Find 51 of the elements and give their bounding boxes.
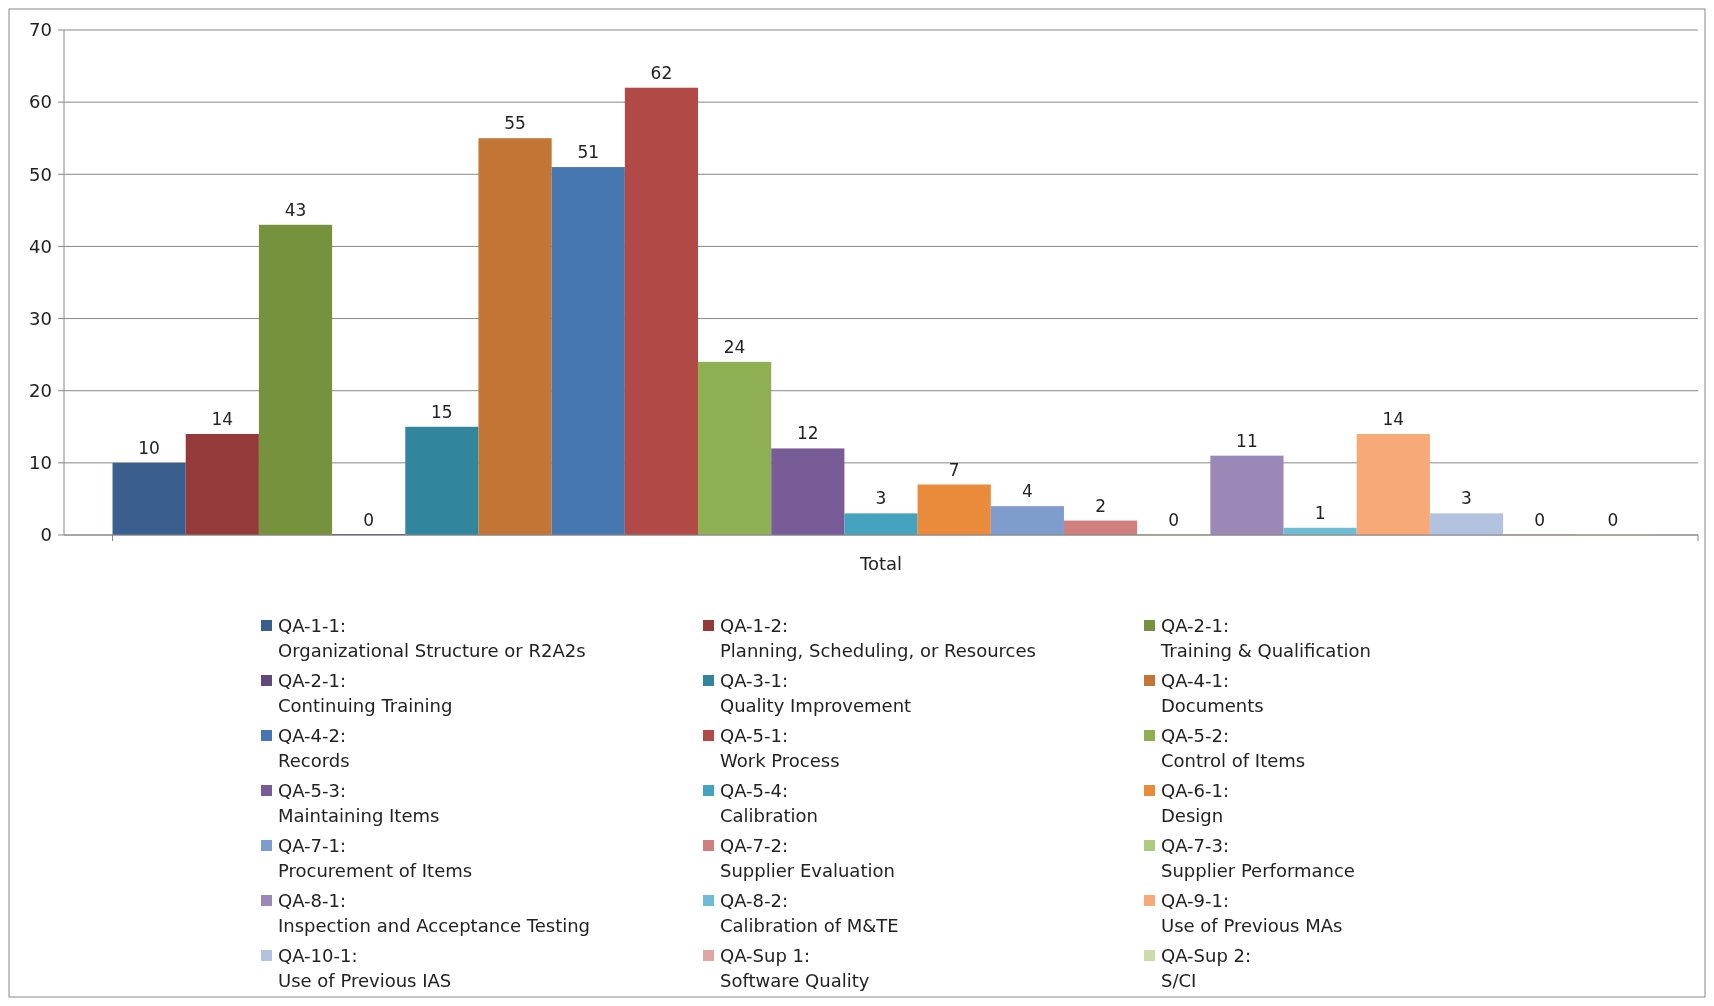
legend-label: QA-7-3: Supplier Performance bbox=[1161, 835, 1355, 881]
data-label: 14 bbox=[1382, 409, 1405, 429]
legend-label: QA-1-2: Planning, Scheduling, or Resources bbox=[720, 615, 1036, 661]
data-label: 62 bbox=[650, 62, 673, 83]
data-label: 0 bbox=[1607, 510, 1619, 530]
y-tick-label: 0 bbox=[40, 524, 52, 546]
legend-label: QA-9-1: Use of Previous MAs bbox=[1161, 890, 1343, 936]
data-label: 0 bbox=[1168, 510, 1180, 530]
legend-label: QA-2-1: Continuing Training bbox=[278, 670, 453, 716]
x-tick-label: Total bbox=[858, 553, 903, 574]
data-label: 1 bbox=[1314, 502, 1326, 523]
legend-label: QA-8-1: Inspection and Acceptance Testing bbox=[278, 890, 591, 936]
legend-label: QA-Sup 2: S/CI bbox=[1161, 945, 1252, 991]
legend-label: QA-8-2: Calibration of M&TE bbox=[720, 890, 899, 936]
y-tick-label: 50 bbox=[29, 163, 52, 185]
y-tick-label: 60 bbox=[29, 91, 52, 113]
data-label: 15 bbox=[431, 401, 453, 422]
data-label: 0 bbox=[363, 510, 375, 530]
legend-label: QA-5-2: Control of Items bbox=[1161, 725, 1306, 771]
data-label: 4 bbox=[1021, 481, 1033, 502]
legend-label: QA-1-1: Organizational Structure or R2A2s bbox=[278, 615, 586, 661]
data-label: 7 bbox=[948, 459, 960, 480]
y-tick-label: 10 bbox=[29, 452, 52, 474]
y-tick-label: 70 bbox=[29, 19, 52, 41]
data-label: 2 bbox=[1095, 495, 1106, 516]
legend-label: QA-10-1: Use of Previous IAS bbox=[278, 945, 452, 991]
legend-label: QA-3-1: Quality Improvement bbox=[720, 670, 912, 716]
data-label: 11 bbox=[1236, 430, 1258, 451]
data-label: 3 bbox=[1461, 488, 1472, 509]
legend-label: QA-5-3: Maintaining Items bbox=[278, 780, 440, 826]
legend-label: QA-5-4: Calibration bbox=[720, 780, 818, 826]
legend-label: QA-4-1: Documents bbox=[1161, 670, 1264, 716]
legend-label: QA-2-1: Training & Qualification bbox=[1160, 615, 1371, 661]
data-label: 0 bbox=[1534, 510, 1546, 530]
y-tick-label: 40 bbox=[29, 235, 52, 257]
legend-label: QA-Sup 1: Software Quality bbox=[720, 945, 870, 991]
data-label: 24 bbox=[723, 336, 746, 357]
legend-label: QA-6-1: Design bbox=[1161, 780, 1230, 826]
legend-label: QA-7-1: Procurement of Items bbox=[278, 835, 473, 881]
data-label: 55 bbox=[504, 113, 526, 134]
data-label: 10 bbox=[138, 437, 160, 458]
legend-label: QA-7-2: Supplier Evaluation bbox=[720, 835, 895, 881]
y-tick-label: 20 bbox=[29, 380, 52, 402]
data-label: 12 bbox=[796, 423, 819, 444]
legend-label: QA-4-2: Records bbox=[278, 725, 350, 771]
data-label: 51 bbox=[577, 142, 600, 163]
data-label: 43 bbox=[284, 199, 307, 220]
y-tick-label: 30 bbox=[29, 307, 52, 329]
legend-label: QA-5-1: Work Process bbox=[720, 725, 840, 771]
data-label: 3 bbox=[875, 488, 887, 509]
data-label: 14 bbox=[211, 409, 234, 429]
